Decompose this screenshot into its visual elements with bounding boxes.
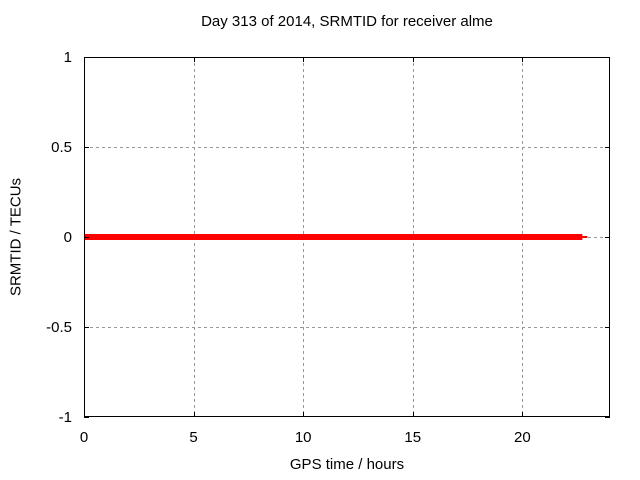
y-tick-label: -1: [59, 409, 72, 426]
y-tick-label: 1: [64, 49, 72, 66]
chart-title: Day 313 of 2014, SRMTID for receiver alm…: [201, 13, 493, 30]
x-tick-label: 15: [404, 429, 421, 446]
y-tick-label: -0.5: [46, 319, 72, 336]
x-tick-label: 5: [189, 429, 197, 446]
x-axis-title: GPS time / hours: [289, 456, 405, 473]
x-tick-label: 20: [514, 429, 531, 446]
x-tick-label: 0: [80, 429, 88, 446]
x-tick-label: 10: [295, 429, 312, 446]
y-tick-label: 0: [64, 229, 72, 246]
y-tick-label: 0.5: [51, 139, 72, 156]
